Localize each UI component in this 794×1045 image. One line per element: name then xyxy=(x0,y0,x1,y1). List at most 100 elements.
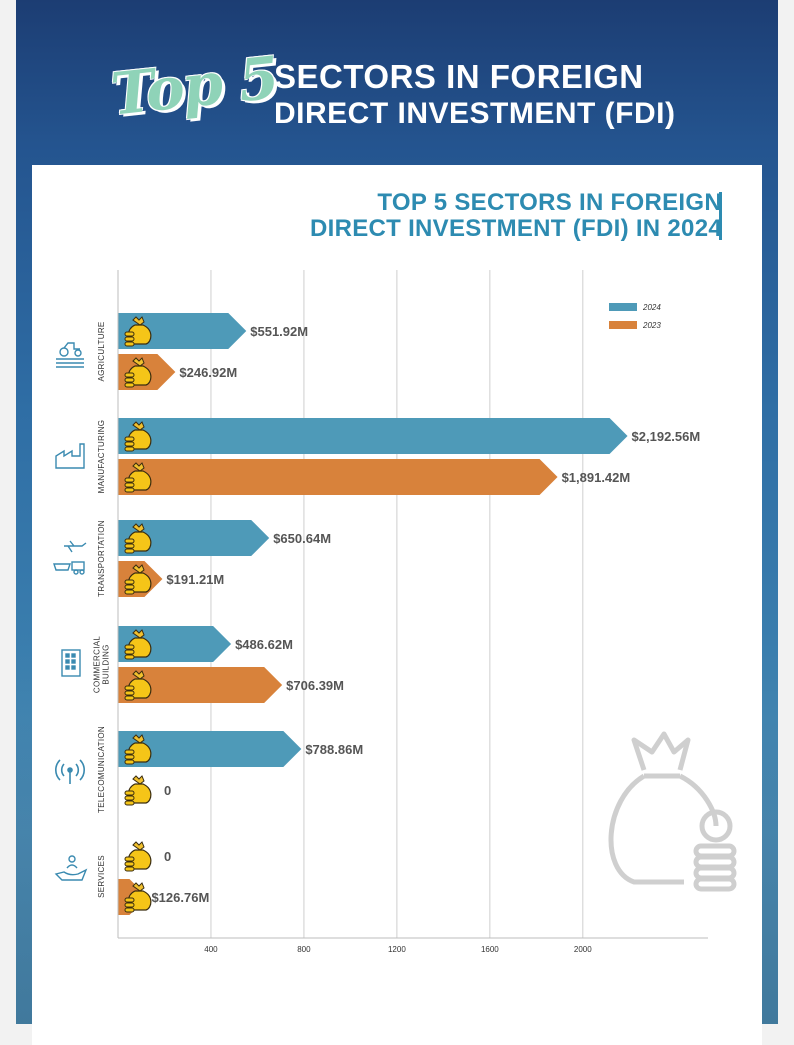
person-head xyxy=(68,855,76,863)
coin xyxy=(124,649,135,655)
category-label: COMMERCIAL BUILDING xyxy=(93,636,111,693)
money-bag-knot xyxy=(132,775,145,785)
category-label-line: AGRICULTURE xyxy=(97,321,106,381)
building-window xyxy=(71,653,76,658)
coin xyxy=(124,902,135,908)
bar-2024 xyxy=(118,418,628,454)
x-tick-label: 800 xyxy=(297,945,311,954)
antenna-dot xyxy=(67,767,73,773)
coin xyxy=(124,644,135,650)
money-bag-icon xyxy=(124,316,152,347)
coin xyxy=(124,579,135,585)
legend-swatch-2023 xyxy=(609,321,637,329)
header-title-line2: DIRECT INVESTMENT (FDI) xyxy=(274,97,676,130)
money-bag-knot xyxy=(132,841,145,851)
building-outline xyxy=(61,649,81,677)
service-hand-icon xyxy=(54,855,88,881)
legend-label-2023: 2023 xyxy=(642,321,661,330)
category-label: TELECOMUNICATION xyxy=(97,726,106,813)
coin xyxy=(124,336,135,342)
coin-top xyxy=(699,809,733,843)
bar-2023 xyxy=(118,667,283,703)
value-label: 0 xyxy=(164,849,171,864)
coin xyxy=(124,690,135,696)
bag-right xyxy=(678,773,719,827)
money-bag-coins-icon xyxy=(608,731,737,892)
coin xyxy=(124,685,135,691)
category-label-line: TELECOMUNICATION xyxy=(97,726,106,813)
money-bag-coins-outline xyxy=(608,731,737,892)
coin xyxy=(124,897,135,903)
category-label: SERVICES xyxy=(97,855,106,898)
building-icon xyxy=(61,649,81,677)
value-labels: $551.92M $246.92M $2,192.56M $1,891.42M $650… xyxy=(151,324,700,905)
coin xyxy=(124,749,135,755)
bars xyxy=(118,313,628,915)
ship xyxy=(53,563,71,571)
coin xyxy=(124,482,135,488)
bag-top xyxy=(631,731,691,771)
tractor-body xyxy=(63,342,80,350)
money-bag-icon xyxy=(124,841,152,872)
value-label: $650.64M xyxy=(273,531,331,546)
coin xyxy=(124,856,135,862)
money-bag-icon xyxy=(124,775,152,806)
chart-title: TOP 5 SECTORS IN FOREIGN DIRECT INVESTME… xyxy=(310,190,722,242)
coin xyxy=(124,548,135,554)
x-tick-label: 1600 xyxy=(481,945,499,954)
truck xyxy=(71,561,85,571)
bar-chart: $551.92M $246.92M $2,192.56M $1,891.42M $650… xyxy=(53,270,737,954)
building-window xyxy=(71,665,76,670)
coin xyxy=(124,477,135,483)
category-label-line: COMMERCIAL xyxy=(93,636,102,693)
coin xyxy=(124,695,135,701)
coin xyxy=(124,331,135,337)
transport-icon xyxy=(53,540,87,575)
legend-label-2024: 2024 xyxy=(642,303,661,312)
x-tick-label: 400 xyxy=(204,945,218,954)
value-label: $246.92M xyxy=(179,365,237,380)
coin xyxy=(124,790,135,796)
category-icons xyxy=(53,342,88,881)
building-window xyxy=(65,653,70,658)
coin xyxy=(124,584,135,590)
truck-wheel xyxy=(79,569,85,575)
money-bag-icon xyxy=(124,357,152,388)
building-window xyxy=(71,659,76,664)
tractor-icon xyxy=(56,342,84,368)
money-bag-icon xyxy=(124,421,152,452)
coin xyxy=(124,907,135,913)
x-tick-label: 1200 xyxy=(388,945,406,954)
person-body xyxy=(66,864,78,869)
coin xyxy=(124,754,135,760)
value-label: $551.92M xyxy=(250,324,308,339)
chart-title-accent-bar xyxy=(719,192,722,240)
tractor-wheel xyxy=(74,349,82,357)
coin xyxy=(124,795,135,801)
value-label: $486.62M xyxy=(235,637,293,652)
signal-outer xyxy=(55,759,85,781)
coin xyxy=(124,538,135,544)
bar-2024 xyxy=(118,520,270,556)
coin-stack xyxy=(693,876,737,892)
value-label: $2,192.56M xyxy=(632,429,701,444)
factory-icon xyxy=(55,443,85,469)
signal-inner xyxy=(60,763,80,777)
money-bag-icon xyxy=(124,734,152,765)
building-window xyxy=(65,659,70,664)
field-lines xyxy=(56,358,84,368)
x-tick-label: 2000 xyxy=(574,945,592,954)
coin xyxy=(124,654,135,660)
money-bag-icon xyxy=(124,629,152,660)
money-bag-icon xyxy=(124,882,152,913)
coin xyxy=(124,487,135,493)
tractor-wheel xyxy=(59,347,69,357)
bar-2023 xyxy=(118,459,558,495)
coin xyxy=(124,589,135,595)
category-label: MANUFACTURING xyxy=(97,420,106,494)
category-label-line: SERVICES xyxy=(97,855,106,898)
legend: 2024 2023 xyxy=(609,303,661,330)
legend-swatch-2024 xyxy=(609,303,637,311)
coin xyxy=(124,759,135,765)
plane xyxy=(64,540,87,553)
